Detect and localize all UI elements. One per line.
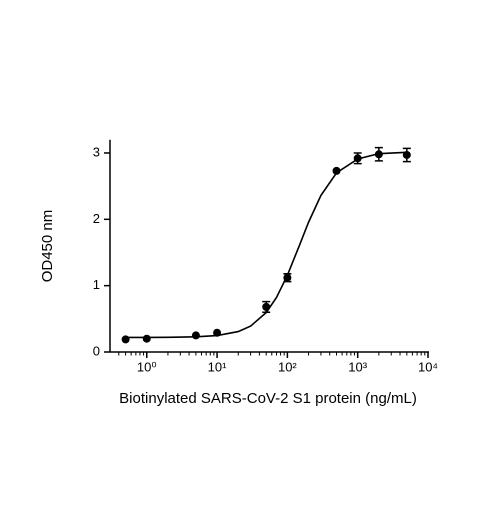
y-tick-label: 1 (93, 277, 100, 292)
x-tick-label: 10¹ (208, 359, 227, 374)
data-point (332, 166, 341, 175)
y-tick-label: 2 (93, 211, 100, 226)
data-point (191, 331, 200, 340)
data-point (142, 334, 151, 343)
fit-curve (125, 151, 407, 339)
y-tick-label: 0 (93, 343, 100, 358)
y-axis-label: OD450 nm (39, 210, 56, 283)
y-tick-label: 3 (93, 144, 100, 159)
x-tick-label: 10⁰ (137, 359, 157, 374)
x-tick-label: 10⁴ (418, 359, 438, 374)
x-tick-label: 10³ (348, 359, 367, 374)
data-point (121, 335, 130, 344)
x-tick-label: 10² (278, 359, 297, 374)
x-axis-label: Biotinylated SARS-CoV-2 S1 protein (ng/m… (119, 390, 417, 407)
